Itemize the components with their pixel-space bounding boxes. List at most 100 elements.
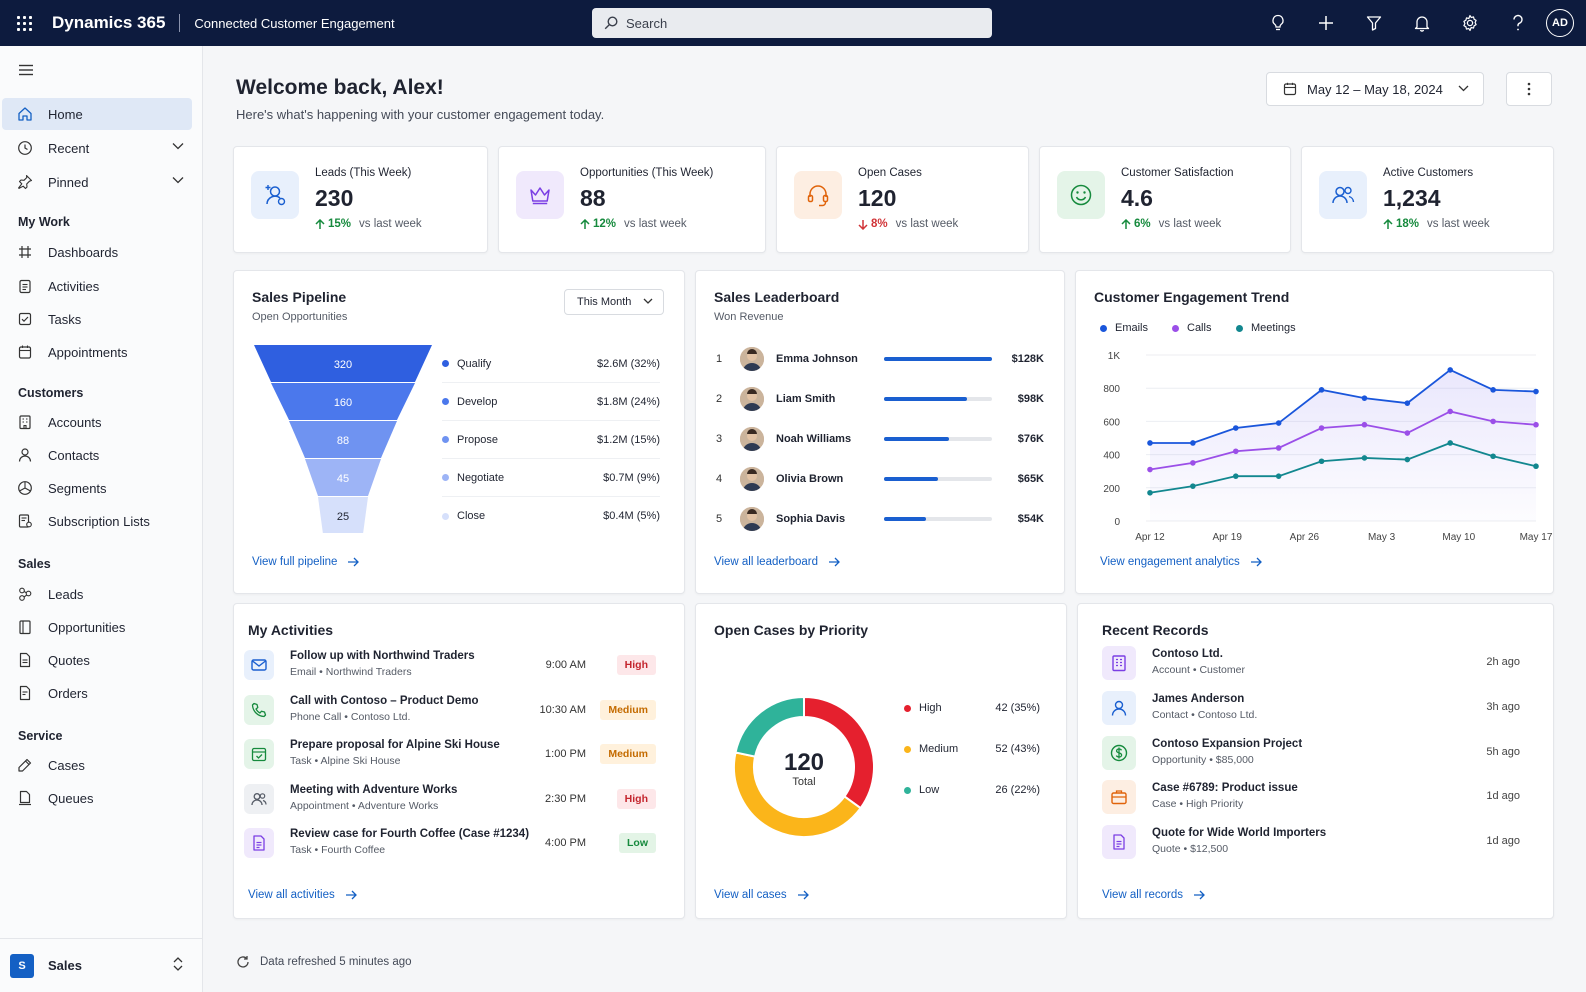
data-point-meetings[interactable] (1361, 455, 1368, 461)
data-point-emails[interactable] (1447, 367, 1454, 373)
date-range-picker[interactable]: May 12 – May 18, 2024 (1266, 72, 1484, 106)
data-point-meetings[interactable] (1533, 463, 1539, 470)
chevron-down-icon[interactable] (172, 142, 184, 150)
legend-item-calls[interactable]: Calls (1172, 322, 1211, 334)
sidebar-item-leads[interactable]: Leads (2, 578, 192, 610)
pipeline-stage-row[interactable]: Qualify $2.6M (32%) (442, 345, 660, 383)
data-point-emails[interactable] (1232, 425, 1239, 431)
search-input[interactable]: Search (592, 8, 992, 38)
plus-icon[interactable] (1302, 0, 1350, 46)
sidebar-item-dashboards[interactable]: Dashboards (2, 236, 192, 268)
data-point-calls[interactable] (1147, 466, 1153, 473)
app-launcher-icon[interactable] (0, 0, 48, 46)
view-all-leaderboard-link[interactable]: View all leaderboard (714, 556, 840, 568)
activity-row[interactable]: Call with Contoso – Product Demo Phone Ca… (244, 691, 668, 735)
data-point-meetings[interactable] (1447, 440, 1454, 446)
data-point-emails[interactable] (1404, 400, 1411, 406)
record-row[interactable]: Contoso Ltd. Account • Customer 2h ago (1096, 642, 1524, 686)
record-row[interactable]: James Anderson Contact • Contoso Ltd. 3h a… (1096, 687, 1524, 731)
funnel-segment-negotiate[interactable] (305, 459, 381, 496)
leaderboard-row[interactable]: 2 Liam Smith $98K (716, 379, 1044, 419)
pipeline-stage-row[interactable]: Close $0.4M (5%) (442, 497, 660, 535)
record-row[interactable]: Case #6789: Product issue Case • High Pri… (1096, 776, 1524, 820)
view-all-cases-link[interactable]: View all cases (714, 889, 809, 901)
data-point-calls[interactable] (1447, 408, 1454, 415)
sidebar-item-orders[interactable]: Orders (2, 677, 192, 709)
more-options-button[interactable] (1506, 72, 1552, 106)
data-point-emails[interactable] (1147, 440, 1153, 446)
pipeline-stage-row[interactable]: Develop $1.8M (24%) (442, 383, 660, 421)
leaderboard-row[interactable]: 5 Sophia Davis $54K (716, 499, 1044, 539)
kpi-card-open-cases[interactable]: Open Cases 120 8% vs last week (776, 146, 1029, 253)
data-point-meetings[interactable] (1232, 473, 1239, 479)
data-point-calls[interactable] (1404, 430, 1411, 436)
data-point-emails[interactable] (1533, 388, 1539, 395)
sidebar-item-segments[interactable]: Segments (2, 472, 192, 504)
activity-row[interactable]: Meeting with Adventure Works Appointment … (244, 780, 668, 824)
view-all-records-link[interactable]: View all records (1102, 889, 1205, 901)
data-point-emails[interactable] (1318, 387, 1325, 393)
activity-row[interactable]: Review case for Fourth Coffee (Case #123… (244, 824, 668, 868)
bell-icon[interactable] (1398, 0, 1446, 46)
data-point-meetings[interactable] (1318, 458, 1325, 465)
view-full-pipeline-link[interactable]: View full pipeline (252, 556, 360, 568)
data-point-emails[interactable] (1190, 440, 1196, 446)
pipeline-stage-row[interactable]: Negotiate $0.7M (9%) (442, 459, 660, 497)
kpi-card-leads[interactable]: Leads (This Week) 230 15% vs last week (233, 146, 488, 253)
record-row[interactable]: Contoso Expansion Project Opportunity • $… (1096, 732, 1524, 776)
legend-item-meetings[interactable]: Meetings (1236, 322, 1296, 334)
sidebar-item-opportunities[interactable]: Opportunities (2, 611, 192, 643)
area-switcher[interactable]: S Sales (0, 938, 203, 992)
sidebar-item-quotes[interactable]: Quotes (2, 644, 192, 676)
leaderboard-row[interactable]: 3 Noah Williams $76K (716, 419, 1044, 459)
data-point-calls[interactable] (1275, 445, 1282, 451)
data-point-emails[interactable] (1490, 387, 1496, 393)
funnel-segment-qualify[interactable] (254, 345, 432, 382)
funnel-segment-propose[interactable] (289, 421, 397, 458)
data-point-meetings[interactable] (1275, 473, 1282, 479)
view-all-activities-link[interactable]: View all activities (248, 889, 357, 901)
legend-item-emails[interactable]: Emails (1100, 322, 1148, 334)
filter-icon[interactable] (1350, 0, 1398, 46)
data-point-calls[interactable] (1318, 425, 1325, 431)
data-point-meetings[interactable] (1190, 483, 1196, 489)
data-point-calls[interactable] (1232, 448, 1239, 455)
funnel-segment-close[interactable] (318, 497, 368, 533)
data-point-meetings[interactable] (1404, 456, 1411, 463)
sidebar-item-appointments[interactable]: Appointments (2, 336, 192, 368)
pipeline-stage-row[interactable]: Propose $1.2M (15%) (442, 421, 660, 459)
activity-row[interactable]: Prepare proposal for Alpine Ski House Tas… (244, 735, 668, 779)
priority-legend-row[interactable]: Medium 52 (43%) (904, 743, 1040, 755)
gear-icon[interactable] (1446, 0, 1494, 46)
data-point-emails[interactable] (1275, 420, 1282, 426)
priority-legend-row[interactable]: High 42 (35%) (904, 702, 1040, 714)
lightbulb-icon[interactable] (1254, 0, 1302, 46)
view-engagement-analytics-link[interactable]: View engagement analytics (1100, 556, 1262, 568)
sidebar-item-accounts[interactable]: Accounts (2, 406, 192, 438)
data-point-calls[interactable] (1361, 421, 1368, 428)
sidebar-item-recent[interactable]: Recent (2, 132, 192, 164)
leaderboard-row[interactable]: 4 Olivia Brown $65K (716, 459, 1044, 499)
help-icon[interactable] (1494, 0, 1542, 46)
app-name[interactable]: Dynamics 365 (52, 13, 166, 32)
data-point-calls[interactable] (1533, 421, 1539, 428)
leaderboard-row[interactable]: 1 Emma Johnson $128K (716, 339, 1044, 379)
donut-slice-low[interactable] (734, 695, 805, 758)
data-point-meetings[interactable] (1490, 453, 1496, 460)
refresh-icon[interactable] (236, 955, 250, 969)
user-avatar[interactable]: AD (1546, 9, 1574, 37)
sidebar-item-cases[interactable]: Cases (2, 749, 192, 781)
sidebar-item-contacts[interactable]: Contacts (2, 439, 192, 471)
funnel-segment-develop[interactable] (271, 383, 415, 420)
sidebar-item-tasks[interactable]: Tasks (2, 303, 192, 335)
sidebar-item-activities[interactable]: Activities (2, 270, 192, 302)
sidebar-item-subscription-lists[interactable]: Subscription Lists (2, 505, 192, 537)
kpi-card-active-customers[interactable]: Active Customers 1,234 18% vs last week (1301, 146, 1554, 253)
priority-legend-row[interactable]: Low 26 (22%) (904, 784, 1040, 796)
kpi-card-customer-satisfaction[interactable]: Customer Satisfaction 4.6 6% vs last wee… (1039, 146, 1291, 253)
period-dropdown[interactable]: This Month (564, 289, 664, 315)
sidebar-item-queues[interactable]: Queues (2, 782, 192, 814)
record-row[interactable]: Quote for Wide World Importers Quote • $1… (1096, 821, 1524, 865)
kpi-card-opportunities[interactable]: Opportunities (This Week) 88 12% vs last… (498, 146, 766, 253)
chevron-down-icon[interactable] (172, 176, 184, 184)
